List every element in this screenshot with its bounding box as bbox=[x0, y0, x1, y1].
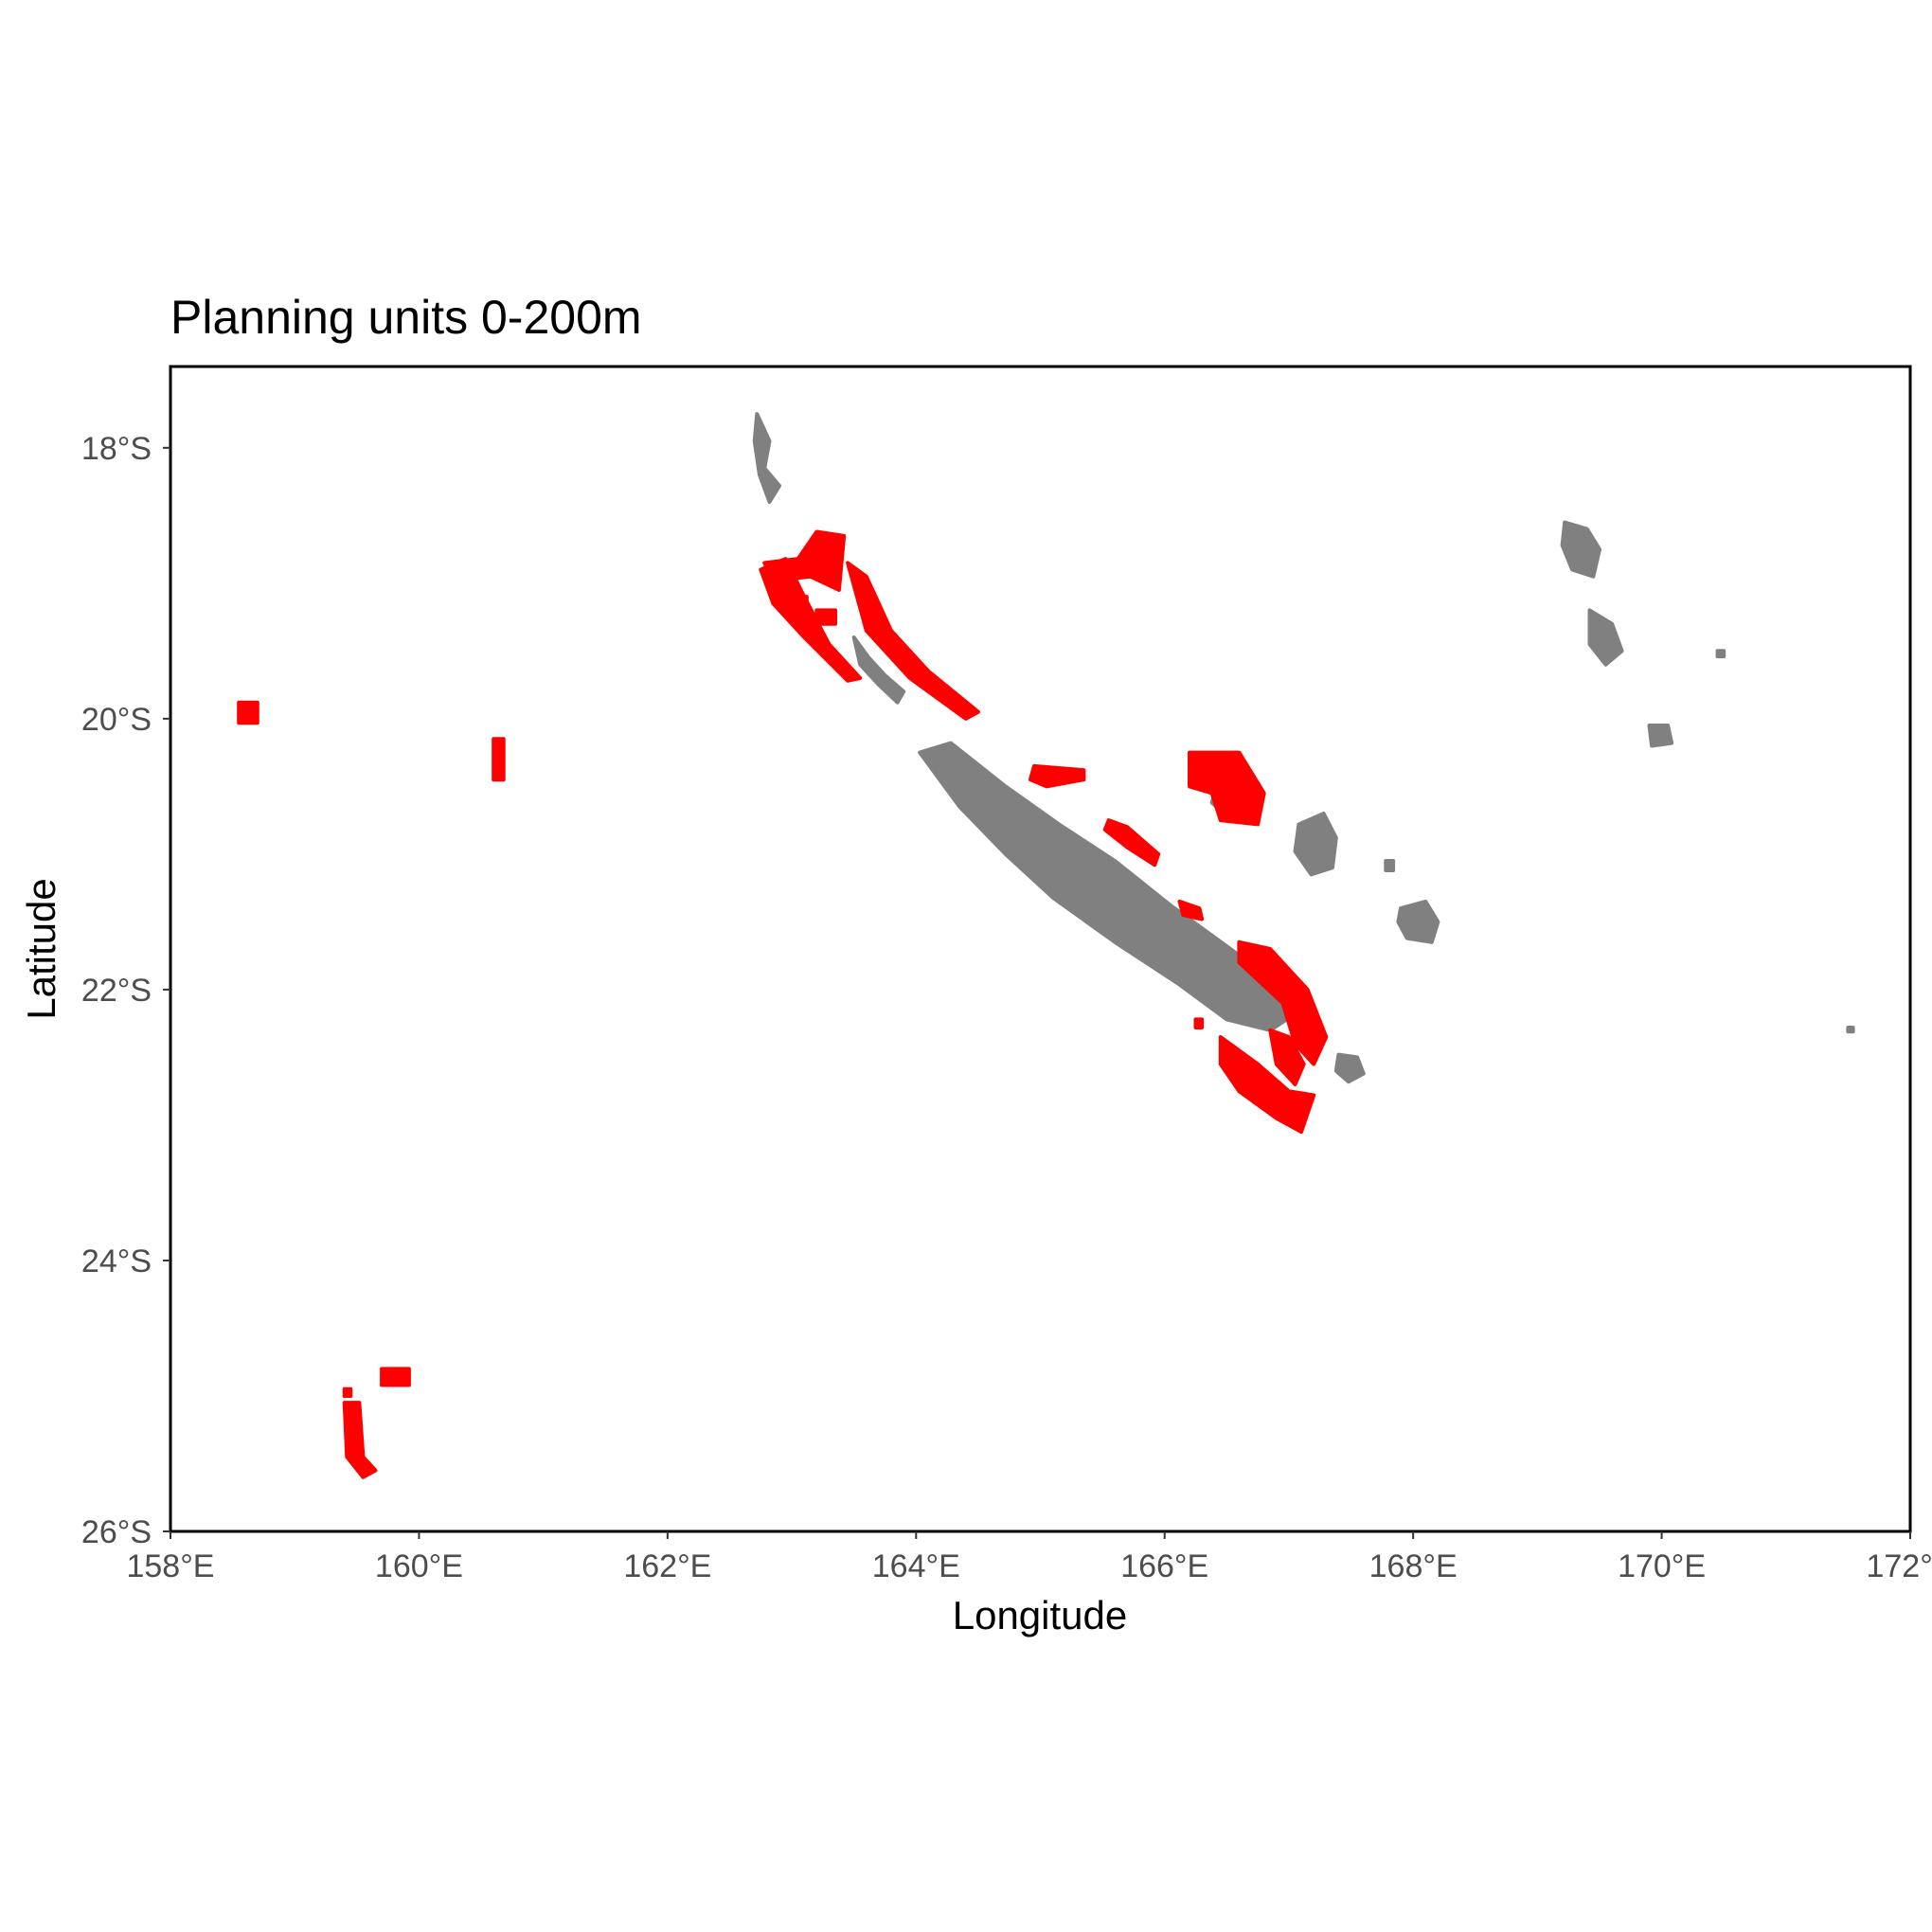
planning-unit-south-lagoon-east bbox=[1237, 939, 1329, 1066]
planning-unit-bellona-south-islet bbox=[342, 1386, 353, 1398]
planning-unit-bellona-east bbox=[492, 737, 506, 782]
y-tick-label: 18°S bbox=[81, 431, 152, 467]
y-tick-label: 26°S bbox=[81, 1514, 152, 1550]
land-walpole bbox=[1846, 1026, 1855, 1034]
panel-border bbox=[169, 365, 1912, 1533]
land-belep-isles bbox=[752, 412, 781, 504]
x-axis-title: Longitude bbox=[953, 1593, 1128, 1637]
planning-unit-ouvea-reef bbox=[1188, 750, 1266, 827]
map-title: Planning units 0-200m bbox=[170, 291, 642, 344]
map-panel[interactable] bbox=[169, 365, 1912, 1533]
land-isle-of-pines bbox=[1333, 1052, 1366, 1084]
x-tick-label: 172°E bbox=[1866, 1548, 1932, 1584]
planning-unit-south-lagoon-inner bbox=[1268, 1028, 1306, 1086]
x-tick-label: 162°E bbox=[623, 1548, 711, 1584]
x-tick-label: 160°E bbox=[375, 1548, 463, 1584]
land-lifou bbox=[1293, 812, 1338, 877]
x-axis-ticks: 158°E 160°E 162°E 164°E 166°E 168°E 170°E 172°E bbox=[126, 1531, 1932, 1584]
x-tick-label: 164°E bbox=[872, 1548, 960, 1584]
land-chesterfield-mid bbox=[1587, 608, 1624, 667]
x-tick-label: 158°E bbox=[126, 1548, 214, 1584]
land-layer bbox=[752, 412, 1855, 1084]
y-axis-title: Latitude bbox=[19, 878, 63, 1019]
x-tick-label: 166°E bbox=[1120, 1548, 1208, 1584]
planning-unit-bellona-south-patch bbox=[380, 1367, 411, 1387]
planning-unit-south-lagoon-south bbox=[1218, 1035, 1316, 1135]
planning-unit-north-lagoon-east-arm bbox=[846, 561, 980, 721]
planning-unit-west-coast-islet bbox=[1193, 1017, 1205, 1029]
land-tiga bbox=[1384, 859, 1396, 872]
planning-unit-east-coast-reef-a bbox=[1029, 763, 1086, 789]
panel-background bbox=[170, 367, 1910, 1531]
y-tick-label: 20°S bbox=[81, 702, 152, 738]
planning-unit-north-lagoon-patch-2 bbox=[790, 595, 809, 613]
planning-unit-east-coast-reef-b bbox=[1102, 818, 1161, 868]
planning-unit-east-coast-reef-c bbox=[1177, 899, 1205, 921]
land-north-lagoon-islets bbox=[851, 635, 906, 705]
planning-units-layer bbox=[237, 529, 1329, 1479]
land-chesterfield-s bbox=[1647, 724, 1674, 748]
planning-unit-bellona-north bbox=[237, 700, 259, 725]
land-mare bbox=[1396, 899, 1440, 944]
land-chesterfield-islet bbox=[1715, 649, 1726, 659]
y-axis-ticks: 18°S 20°S 22°S 24°S 26°S bbox=[81, 431, 170, 1550]
y-tick-label: 24°S bbox=[81, 1243, 152, 1279]
planning-unit-north-lagoon-north bbox=[762, 529, 847, 592]
land-chesterfield-n bbox=[1560, 520, 1601, 579]
x-tick-label: 168°E bbox=[1369, 1548, 1458, 1584]
y-tick-label: 22°S bbox=[81, 973, 152, 1009]
x-tick-label: 170°E bbox=[1618, 1548, 1706, 1584]
planning-unit-bellona-south-west bbox=[342, 1401, 378, 1479]
planning-unit-north-lagoon-patch bbox=[814, 608, 837, 626]
